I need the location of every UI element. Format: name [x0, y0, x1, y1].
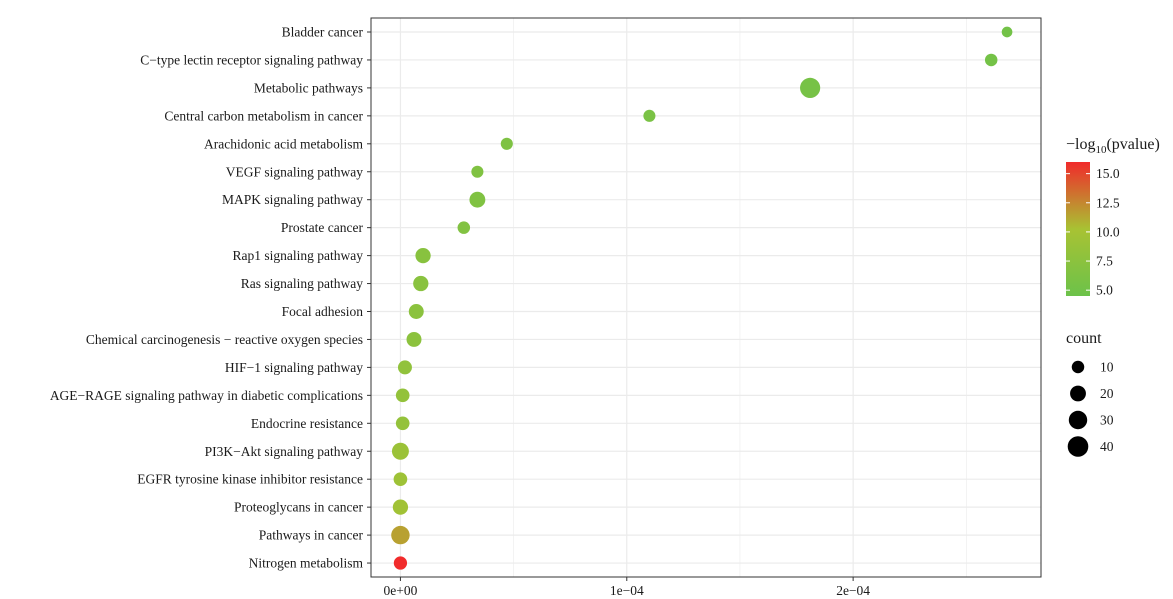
data-point: [413, 275, 429, 292]
y-tick-label: Bladder cancer: [282, 25, 364, 40]
plot-panel: [371, 18, 1041, 577]
size-legend-label: 10: [1100, 360, 1114, 375]
size-legend-label: 30: [1100, 413, 1114, 428]
data-point: [469, 191, 486, 208]
size-legend-key: [1068, 410, 1088, 430]
data-point: [391, 525, 410, 545]
y-tick-label: Prostate cancer: [281, 220, 364, 235]
data-point: [471, 165, 484, 178]
size-legend: count 10 20 30 40: [1066, 330, 1114, 457]
colorbar-label: 12.5: [1096, 195, 1120, 210]
y-tick-label: Arachidonic acid metabolism: [204, 136, 363, 151]
y-tick-label: Pathways in cancer: [259, 528, 364, 543]
x-tick-label: 0e+00: [383, 583, 417, 598]
size-legend-key: [1067, 436, 1089, 457]
y-tick-label: Metabolic pathways: [254, 80, 363, 95]
plot-border: [370, 17, 1042, 578]
y-tick-label: Proteoglycans in cancer: [234, 500, 363, 515]
y-tick-label: Focal adhesion: [282, 304, 364, 319]
data-point: [395, 388, 410, 403]
y-tick-label: Endocrine resistance: [251, 416, 363, 431]
data-point: [800, 77, 821, 98]
y-tick-label: HIF−1 signaling pathway: [225, 360, 363, 375]
color-legend-title: −log10(pvalue): [1066, 136, 1160, 156]
colorbar-label: 5.0: [1096, 283, 1113, 298]
data-point: [393, 556, 408, 570]
y-tick-label: EGFR tyrosine kinase inhibitor resistanc…: [137, 472, 363, 487]
y-tick-label: PI3K−Akt signaling pathway: [205, 444, 364, 459]
data-points: [391, 26, 1013, 570]
data-point: [395, 416, 410, 431]
size-legend-label: 20: [1100, 386, 1114, 401]
colorbar-label: 15.0: [1096, 166, 1120, 181]
y-tick-label: C−type lectin receptor signaling pathway: [140, 52, 363, 67]
data-point: [1001, 26, 1013, 38]
size-legend-label: 40: [1100, 439, 1114, 454]
y-tick-label: Central carbon metabolism in cancer: [164, 108, 363, 123]
data-point: [406, 331, 422, 347]
size-legend-key: [1070, 385, 1086, 402]
data-point: [408, 304, 424, 319]
color-legend: −log10(pvalue) 5.0 7.5 10.0 12.5 15.0: [1066, 136, 1160, 298]
size-legend-title: count: [1066, 330, 1102, 347]
y-tick-label: VEGF signaling pathway: [226, 164, 363, 179]
data-point: [392, 499, 409, 515]
y-axis: Bladder cancer C−type lectin receptor sig…: [50, 25, 371, 571]
colorbar: [1066, 162, 1090, 296]
colorbar-label: 10.0: [1096, 224, 1120, 239]
data-point: [984, 53, 998, 67]
data-point: [393, 472, 408, 487]
data-point: [500, 137, 513, 150]
size-legend-key: [1071, 360, 1085, 374]
data-point: [457, 221, 471, 234]
y-tick-label: Ras signaling pathway: [241, 276, 363, 291]
y-tick-label: Rap1 signaling pathway: [233, 248, 364, 263]
y-tick-label: Nitrogen metabolism: [249, 556, 364, 571]
y-tick-label: AGE−RAGE signaling pathway in diabetic c…: [50, 388, 363, 403]
colorbar-label: 7.5: [1096, 254, 1113, 269]
data-point: [391, 442, 409, 460]
y-tick-label: MAPK signaling pathway: [222, 192, 363, 207]
y-tick-label: Chemical carcinogenesis − reactive oxyge…: [86, 332, 363, 347]
x-tick-label: 2e−04: [836, 583, 870, 598]
data-point: [643, 109, 656, 122]
data-point: [397, 360, 412, 375]
x-tick-label: 1e−04: [610, 583, 644, 598]
x-axis: 0e+00 1e−04 2e−04: [383, 577, 870, 598]
data-point: [415, 247, 431, 264]
